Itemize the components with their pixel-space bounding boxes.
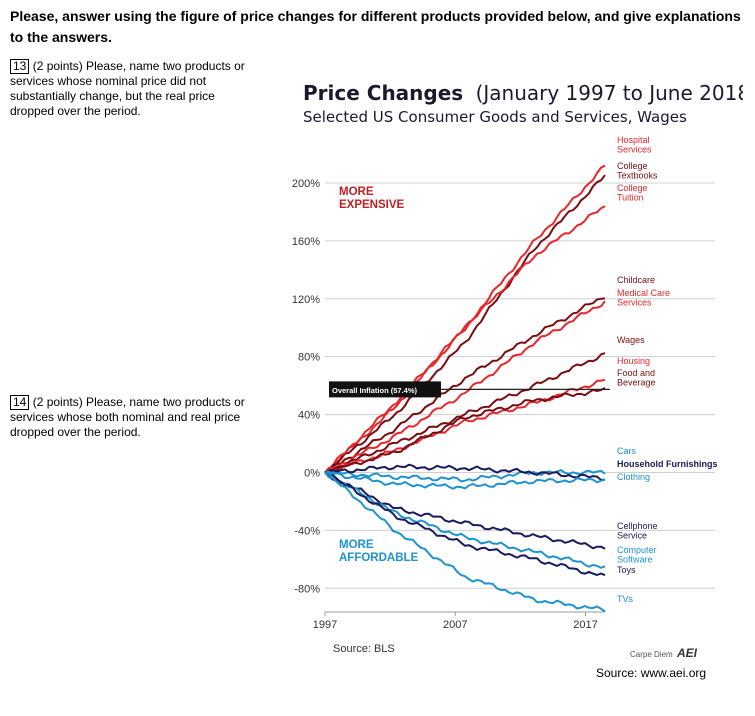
series-line (324, 470, 606, 490)
series-label: College Tuition (617, 183, 648, 203)
series-label: Household Furnishings (617, 459, 718, 469)
aei-logo: Carpe Diem AEI (630, 646, 698, 660)
y-tick-label: 160% (292, 236, 320, 248)
y-tick-label: -80% (294, 583, 320, 595)
series-line (324, 463, 606, 481)
source-note: Source: www.aei.org (596, 666, 707, 680)
series-line (324, 174, 606, 474)
series-line (324, 471, 606, 550)
series-label: Wages (617, 335, 645, 345)
series-line (324, 469, 606, 483)
question-14: 14 (2 points) Please, name two products … (10, 395, 260, 440)
series-label: Cars (617, 446, 637, 456)
series-line (324, 297, 606, 474)
instructions: Please, answer using the figure of price… (10, 8, 741, 45)
y-tick-label: 0% (304, 467, 320, 479)
question-number: 14 (10, 395, 30, 410)
price-changes-chart: Price Changes (January 1997 to June 2018… (292, 81, 743, 660)
inflation-label: Overall Inflation (57.4%) (332, 386, 418, 395)
y-tick-label: 80% (298, 352, 320, 364)
y-tick-label: 120% (292, 294, 320, 306)
question-text: (2 points) Please, name two products or … (10, 395, 245, 439)
y-tick-label: 200% (292, 178, 320, 190)
carpe-diem-credit: Carpe Diem (630, 650, 673, 659)
series-line (324, 164, 606, 474)
chart-title-main: Price Changes (303, 81, 463, 105)
inflation-label-box (329, 381, 441, 398)
chart-subtitle: Selected US Consumer Goods and Services,… (303, 108, 687, 126)
x-tick-label: 2017 (573, 619, 597, 631)
more-expensive-annotation: MORE EXPENSIVE (339, 186, 405, 211)
series-line (324, 300, 606, 474)
series-label: Computer Software (617, 545, 657, 565)
series-label: Hospital Services (617, 135, 652, 155)
series-label: Clothing (617, 472, 650, 482)
series-label: Childcare (617, 275, 655, 285)
series-label: Food and Beverage (617, 368, 656, 388)
x-tick-label: 1997 (313, 619, 337, 631)
y-tick-label: 40% (298, 410, 320, 422)
chart-title: Price Changes (January 1997 to June 2018… (303, 81, 743, 105)
series-label: Housing (617, 356, 650, 366)
series-line (324, 471, 606, 613)
more-affordable-annotation: MORE AFFORDABLE (339, 539, 419, 564)
series-label: Cellphone Service (617, 521, 658, 541)
series-label: Toys (617, 565, 636, 575)
question-text: (2 points) Please, name two products or … (10, 59, 245, 118)
question-13: 13 (2 points) Please, name two products … (10, 59, 260, 119)
question-number: 13 (10, 59, 30, 74)
series-line (324, 471, 606, 577)
series-label: Medical Care Services (617, 288, 670, 308)
chart-title-period: (January 1997 to June 2018) (476, 81, 743, 105)
series-label: TVs (617, 594, 634, 604)
series-line (324, 387, 606, 474)
x-tick-label: 2007 (443, 619, 467, 631)
chart-source: Source: BLS (333, 643, 395, 655)
series-line (324, 205, 606, 474)
series-label: College Textbooks (617, 161, 658, 181)
series-line (324, 471, 606, 569)
series-line (324, 352, 606, 474)
y-tick-label: -40% (294, 525, 320, 537)
aei-logo-text: AEI (676, 646, 698, 660)
